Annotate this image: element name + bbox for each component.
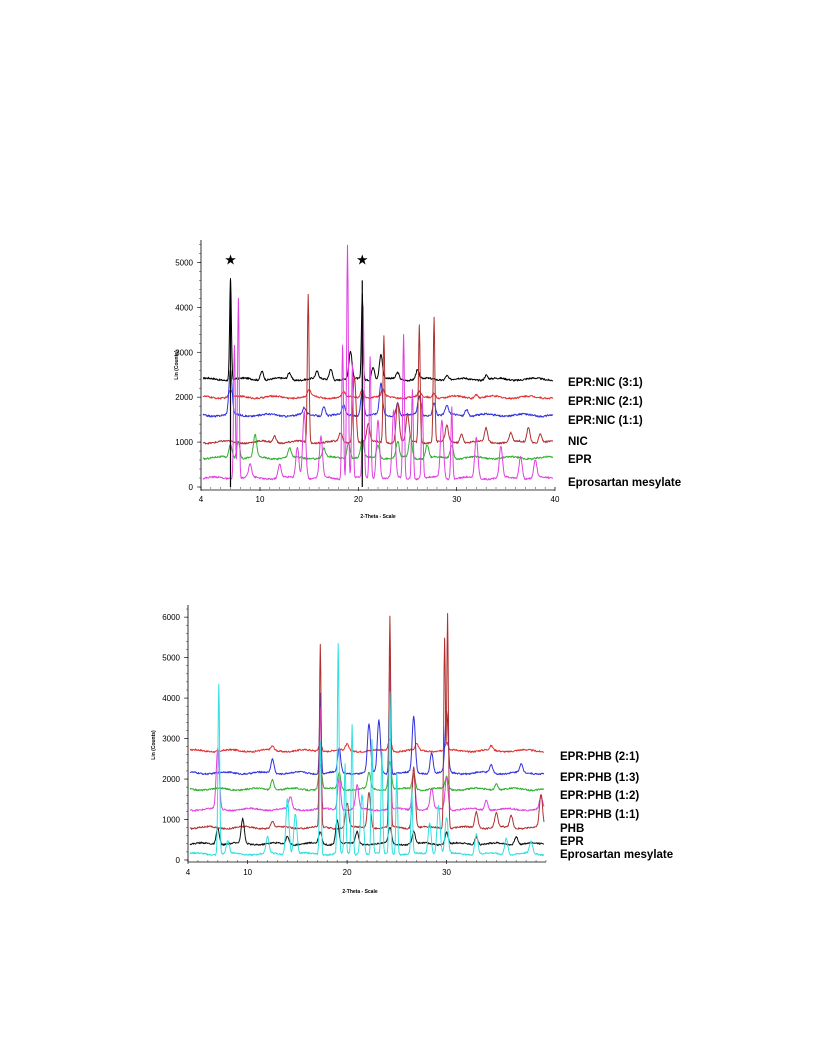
traces xyxy=(189,613,545,857)
y-tick-label: 6000 xyxy=(162,613,180,622)
y-tick-label: 3000 xyxy=(175,348,193,357)
x-tick-label: 20 xyxy=(343,868,352,877)
y-tick-label: 2000 xyxy=(162,775,180,784)
legend-label-eprosartan-mesylate: Eprosartan mesylate xyxy=(560,849,673,861)
y-tick-label: 1000 xyxy=(175,438,193,447)
star-marker: ★ xyxy=(224,253,237,269)
trace-epr-nic-2-1 xyxy=(202,388,554,400)
legend-label-epr: EPR xyxy=(560,836,584,848)
ticks: 4 10 20 30 40 0 1000 2000 3000 4000 5000 xyxy=(175,244,560,504)
y-tick-label: 2000 xyxy=(175,393,193,402)
x-tick-label: 20 xyxy=(354,495,363,504)
legend-label-epr-phb-2-1: EPR:PHB (2:1) xyxy=(560,751,639,763)
trace-eprosartan-mesylate xyxy=(189,643,544,857)
legend-label-epr-phb-1-1: EPR:PHB (1:1) xyxy=(560,809,639,821)
legend: EPR:PHB (2:1) EPR:PHB (1:3) EPR:PHB (1:2… xyxy=(560,751,673,861)
y-tick-label: 3000 xyxy=(162,735,180,744)
x-tick-label: 30 xyxy=(442,868,451,877)
y-tick-label: 4000 xyxy=(162,694,180,703)
y-tick-label: 4000 xyxy=(175,303,193,312)
legend-label-epr-phb-1-3: EPR:PHB (1:3) xyxy=(560,772,639,784)
x-tick-label: 30 xyxy=(452,495,461,504)
x-axis-title: 2-Theta - Scale xyxy=(360,514,396,520)
traces xyxy=(202,244,554,481)
legend-label-epr-nic-1-1: EPR:NIC (1:1) xyxy=(568,415,643,427)
x-tick-label: 40 xyxy=(551,495,560,504)
legend: EPR:NIC (3:1) EPR:NIC (2:1) EPR:NIC (1:1… xyxy=(568,377,681,489)
y-tick-label: 5000 xyxy=(162,654,180,663)
x-tick-label: 10 xyxy=(256,495,265,504)
legend-label-epr-nic-2-1: EPR:NIC (2:1) xyxy=(568,396,643,408)
trace-epr-nic-1-1 xyxy=(202,369,554,418)
trace-epr-nic-3-1 xyxy=(202,278,554,382)
legend-label-epr-nic-3-1: EPR:NIC (3:1) xyxy=(568,377,643,389)
y-axis-title: Lin (Counts) xyxy=(174,350,180,380)
trace-epr xyxy=(189,817,545,847)
y-axis-title: Lin (Counts) xyxy=(151,730,157,760)
trace-nic xyxy=(202,293,554,445)
y-tick-label: 1000 xyxy=(162,816,180,825)
trace-eprosartan-mesylate xyxy=(202,244,553,481)
markers: ★ ★ xyxy=(224,253,369,487)
x-tick-label: 4 xyxy=(186,868,191,877)
legend-label-eprosartan-mesylate: Eprosartan mesylate xyxy=(568,477,681,489)
legend-label-epr: EPR xyxy=(568,454,592,466)
y-tick-label: 0 xyxy=(189,483,194,492)
x-tick-label: 10 xyxy=(243,868,252,877)
ticks: 4 10 20 30 0 1000 2000 3000 4000 5000 6000 xyxy=(162,608,547,877)
star-marker: ★ xyxy=(356,253,369,269)
x-tick-label: 4 xyxy=(199,495,204,504)
legend-label-epr-phb-1-2: EPR:PHB (1:2) xyxy=(560,790,639,802)
legend-label-nic: NIC xyxy=(568,436,588,448)
x-axis-title: 2-Theta - Scale xyxy=(342,889,378,895)
legend-label-phb: PHB xyxy=(560,823,584,835)
trace-epr xyxy=(202,433,554,461)
y-tick-label: 5000 xyxy=(175,258,193,267)
trace-phb xyxy=(189,613,545,830)
trace-epr-phb-1-3 xyxy=(189,655,545,776)
trace-epr-phb-1-2 xyxy=(189,761,545,792)
y-tick-label: 0 xyxy=(176,856,181,865)
